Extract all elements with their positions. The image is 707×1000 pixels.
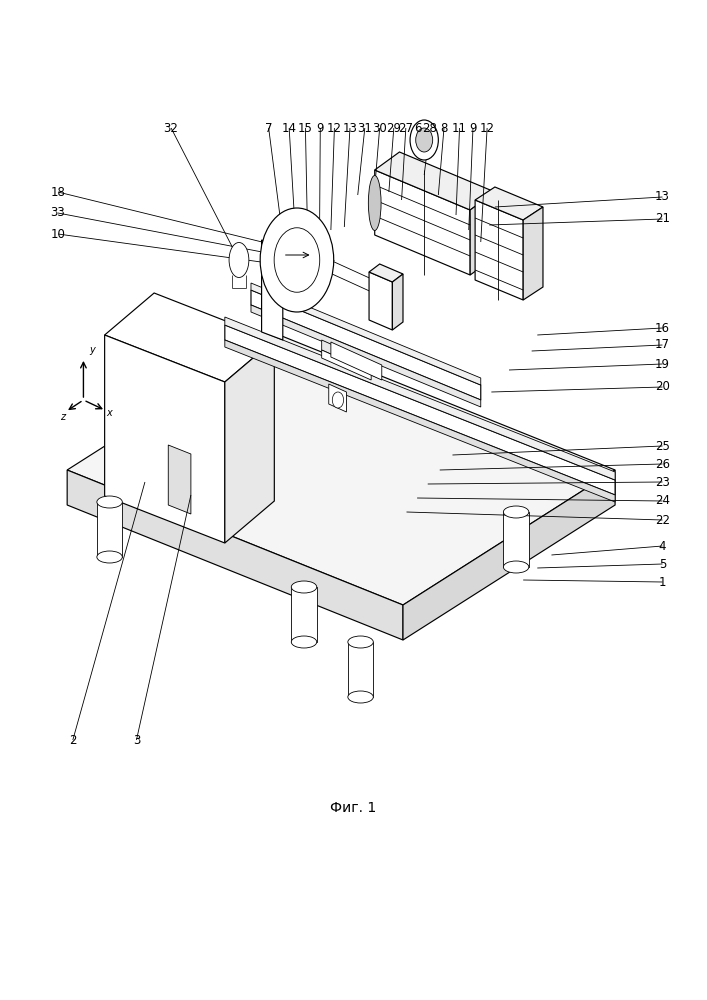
Text: 22: 22: [655, 514, 670, 526]
Text: 15: 15: [298, 121, 313, 134]
Text: 19: 19: [655, 358, 670, 370]
Polygon shape: [67, 470, 403, 640]
Text: 16: 16: [655, 322, 670, 334]
Ellipse shape: [348, 636, 373, 648]
Polygon shape: [251, 290, 481, 400]
Ellipse shape: [229, 242, 249, 277]
Text: 3: 3: [133, 734, 140, 746]
Polygon shape: [105, 293, 274, 382]
Text: 23: 23: [655, 476, 670, 488]
Polygon shape: [225, 317, 615, 480]
Circle shape: [416, 128, 433, 152]
Text: 28: 28: [422, 121, 438, 134]
Polygon shape: [105, 335, 225, 543]
Text: y: y: [89, 345, 95, 355]
Text: 26: 26: [655, 458, 670, 471]
Text: 21: 21: [655, 213, 670, 226]
Ellipse shape: [291, 581, 317, 593]
Polygon shape: [375, 152, 495, 210]
Polygon shape: [168, 445, 191, 514]
Text: 11: 11: [452, 121, 467, 134]
Text: 10: 10: [50, 228, 66, 240]
Polygon shape: [375, 170, 470, 275]
Text: 5: 5: [659, 558, 666, 570]
Polygon shape: [262, 240, 283, 340]
Polygon shape: [369, 264, 403, 282]
Polygon shape: [403, 470, 615, 640]
Polygon shape: [523, 207, 543, 300]
Ellipse shape: [503, 506, 529, 518]
Text: 27: 27: [398, 121, 414, 134]
Polygon shape: [225, 340, 274, 543]
Text: 13: 13: [342, 121, 358, 134]
Polygon shape: [251, 305, 481, 407]
Text: 33: 33: [51, 207, 65, 220]
Polygon shape: [392, 274, 403, 330]
Text: 7: 7: [265, 121, 272, 134]
Text: 9: 9: [317, 121, 324, 134]
Text: 17: 17: [655, 338, 670, 352]
Polygon shape: [297, 245, 378, 295]
Polygon shape: [97, 502, 122, 557]
Ellipse shape: [291, 636, 317, 648]
Text: 31: 31: [357, 121, 373, 134]
Ellipse shape: [503, 561, 529, 573]
Ellipse shape: [368, 176, 381, 231]
Text: 4: 4: [659, 540, 666, 552]
Polygon shape: [251, 283, 481, 385]
Text: 25: 25: [655, 440, 670, 452]
Polygon shape: [329, 384, 346, 412]
Text: 32: 32: [163, 121, 179, 134]
Text: 2: 2: [69, 734, 76, 746]
Circle shape: [260, 208, 334, 312]
Circle shape: [274, 228, 320, 292]
Text: 8: 8: [440, 121, 448, 134]
Polygon shape: [225, 340, 615, 502]
Polygon shape: [322, 340, 371, 372]
Text: 9: 9: [469, 121, 477, 134]
Polygon shape: [348, 642, 373, 697]
Polygon shape: [475, 200, 523, 300]
Polygon shape: [475, 187, 543, 220]
Text: z: z: [60, 412, 65, 422]
Circle shape: [410, 120, 438, 160]
Text: 1: 1: [659, 576, 666, 588]
Text: 18: 18: [50, 186, 66, 198]
Polygon shape: [369, 272, 392, 330]
Text: 20: 20: [655, 380, 670, 393]
Polygon shape: [225, 325, 615, 495]
Ellipse shape: [97, 496, 122, 508]
Text: 24: 24: [655, 494, 670, 508]
Polygon shape: [67, 335, 615, 605]
Polygon shape: [503, 512, 529, 567]
Text: 14: 14: [281, 121, 297, 134]
Text: 12: 12: [327, 121, 342, 134]
Text: 30: 30: [373, 121, 387, 134]
Text: Фиг. 1: Фиг. 1: [330, 801, 377, 815]
Text: 13: 13: [655, 190, 670, 204]
Polygon shape: [291, 587, 317, 642]
Ellipse shape: [97, 551, 122, 563]
Text: 29: 29: [386, 121, 402, 134]
Polygon shape: [331, 342, 382, 380]
Text: x: x: [107, 408, 112, 418]
Polygon shape: [322, 350, 371, 380]
Ellipse shape: [348, 691, 373, 703]
Text: 12: 12: [479, 121, 495, 134]
Text: 6: 6: [414, 121, 421, 134]
Polygon shape: [470, 192, 495, 275]
Circle shape: [332, 392, 344, 408]
